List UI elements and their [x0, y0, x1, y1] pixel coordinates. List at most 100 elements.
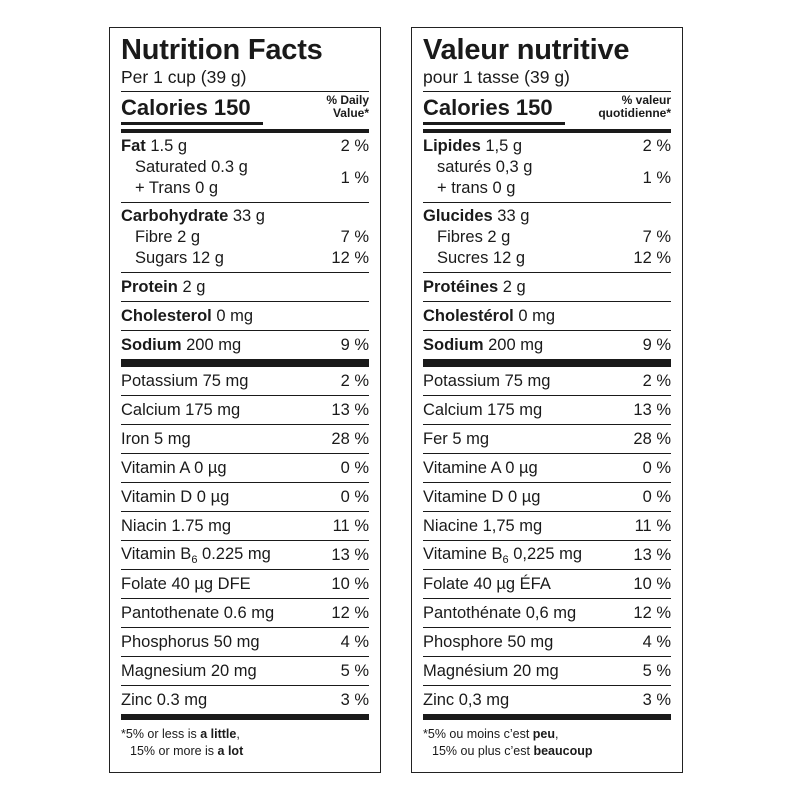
- nutrient-label: Vitamine D 0 µg: [423, 487, 541, 506]
- divider: [121, 330, 369, 331]
- nutrient-label: Zinc 0.3 mg: [121, 690, 208, 709]
- calories-underline: [423, 122, 565, 125]
- nutrient-row: Phosphore 50 mg 4 %: [423, 628, 671, 656]
- footnote: *5% ou moins c’est peu, 15% ou plus c’es…: [423, 727, 593, 758]
- nutrient-pct: 0 %: [642, 487, 671, 506]
- nutrient-pct: 13 %: [331, 545, 369, 564]
- divider: [423, 202, 671, 203]
- nutrient-row: Pantothénate 0,6 mg 12 %: [423, 599, 671, 627]
- calories-label: Calories 150: [121, 95, 251, 120]
- nutrient-row: Calcium 175 mg 13 %: [121, 396, 369, 424]
- sodium-row: Sodium 200 mg 9 %: [121, 335, 369, 354]
- divider: [423, 129, 671, 133]
- nutrient-pct: 11 %: [634, 516, 671, 535]
- saturated-label: saturés 0,3 g: [437, 158, 533, 176]
- nutrient-label: Niacin 1.75 mg: [121, 516, 232, 535]
- nutrient-pct: 5 %: [642, 661, 671, 680]
- fat-row: Lipides 1,5 g 2 %: [423, 137, 671, 155]
- calories-row: Calories 150 % valeur quotidienne*: [423, 92, 671, 129]
- nutrient-pct: 10 %: [331, 574, 369, 593]
- nutrient-pct: 28 %: [331, 429, 369, 448]
- protein-row: Protein 2 g: [121, 277, 206, 296]
- serving-size: Per 1 cup (39 g): [121, 67, 247, 87]
- divider: [423, 424, 671, 425]
- nutrient-row: Magnésium 20 mg 5 %: [423, 657, 671, 685]
- divider: [121, 511, 369, 512]
- sat-trans-pct: 1 %: [340, 168, 369, 187]
- nutrient-row: Vitamine D 0 µg 0 %: [423, 483, 671, 511]
- divider: [121, 627, 369, 628]
- nutrient-pct: 2 %: [340, 371, 369, 390]
- nutrient-row: Zinc 0,3 mg 3 %: [423, 686, 671, 714]
- divider-thick: [423, 714, 671, 720]
- divider-thick: [121, 714, 369, 720]
- nutrient-label: Phosphore 50 mg: [423, 632, 554, 651]
- divider: [121, 482, 369, 483]
- nutrient-row: Folate 40 µg ÉFA 10 %: [423, 570, 671, 598]
- divider: [423, 453, 671, 454]
- nutrient-label: Magnésium 20 mg: [423, 661, 559, 680]
- divider: [121, 656, 369, 657]
- divider: [121, 453, 369, 454]
- divider: [423, 569, 671, 570]
- divider: [121, 91, 369, 92]
- divider: [423, 656, 671, 657]
- divider: [423, 301, 671, 302]
- daily-value-header: % valeur quotidienne*: [598, 93, 671, 120]
- nutrient-pct: 12 %: [331, 603, 369, 622]
- sat-trans-row: saturés 0,3 g + trans 0 g 1 %: [423, 157, 671, 199]
- fat-block: Fat 1.5 g 2 % Saturated 0.3 g + Trans 0 …: [121, 133, 369, 202]
- nutrient-row: Folate 40 µg DFE 10 %: [121, 570, 369, 598]
- nutrient-pct: 2 %: [642, 371, 671, 390]
- sodium-row: Sodium 200 mg 9 %: [423, 335, 671, 354]
- divider: [121, 395, 369, 396]
- nutrient-pct: 4 %: [642, 632, 671, 651]
- nutrient-row: Fer 5 mg 28 %: [423, 425, 671, 453]
- divider: [423, 91, 671, 92]
- cholesterol-row: Cholestérol 0 mg: [423, 306, 556, 325]
- divider: [121, 129, 369, 133]
- carb-block: Glucides 33 g Fibres 2 g 7 % Sucres 12 g…: [423, 203, 671, 272]
- trans-label: + Trans 0 g: [135, 179, 219, 197]
- nutrient-label: Potassium 75 mg: [121, 371, 249, 390]
- nutrient-pct: 0 %: [340, 458, 369, 477]
- nutrient-row: Vitamine A 0 µg 0 %: [423, 454, 671, 482]
- serving-size: pour 1 tasse (39 g): [423, 67, 570, 87]
- divider: [423, 685, 671, 686]
- nutrient-row: Magnesium 20 mg 5 %: [121, 657, 369, 685]
- nutrient-row: Niacine 1,75 mg 11 %: [423, 512, 671, 540]
- nutrient-pct: 10 %: [633, 574, 671, 593]
- nutrient-row: Iron 5 mg 28 %: [121, 425, 369, 453]
- nutrient-pct: 0 %: [642, 458, 671, 477]
- nutrient-label: Pantothénate 0,6 mg: [423, 603, 577, 622]
- sat-trans-row: Saturated 0.3 g + Trans 0 g 1 %: [121, 157, 369, 199]
- nutrient-label: Fer 5 mg: [423, 429, 490, 448]
- nutrient-label: Vitamine B6 0,225 mg: [423, 544, 583, 566]
- nutrient-row: Niacin 1.75 mg 11 %: [121, 512, 369, 540]
- fat-block: Lipides 1,5 g 2 % saturés 0,3 g + trans …: [423, 133, 671, 202]
- nutrient-pct: 0 %: [340, 487, 369, 506]
- divider: [121, 540, 369, 541]
- nutrient-label: Folate 40 µg DFE: [121, 574, 251, 593]
- divider: [423, 272, 671, 273]
- divider: [121, 685, 369, 686]
- nutrient-label: Vitamin A 0 µg: [121, 458, 227, 477]
- nutrient-label: Potassium 75 mg: [423, 371, 551, 390]
- minerals-list: Potassium 75 mg 2 % Calcium 175 mg 13 % Iron…: [121, 367, 369, 714]
- nutrient-label: Calcium 175 mg: [121, 400, 241, 419]
- fibre-row: Fibres 2 g 7 %: [437, 228, 671, 246]
- carb-row: Glucides 33 g: [423, 207, 530, 225]
- nutrient-row: Vitamine B6 0,225 mg 13 %: [423, 541, 671, 569]
- nutrient-label: Vitamin B6 0.225 mg: [121, 544, 271, 566]
- calories-label: Calories 150: [423, 95, 553, 120]
- sat-trans-pct: 1 %: [642, 168, 671, 187]
- divider: [423, 598, 671, 599]
- calories-row: Calories 150 % Daily Value*: [121, 92, 369, 129]
- nutrient-pct: 3 %: [340, 690, 369, 709]
- divider: [121, 202, 369, 203]
- nutrient-row: Potassium 75 mg 2 %: [121, 367, 369, 395]
- nutrient-row: Vitamin B6 0.225 mg 13 %: [121, 541, 369, 569]
- divider: [121, 424, 369, 425]
- nutrient-pct: 13 %: [331, 400, 369, 419]
- protein-row: Protéines 2 g: [423, 277, 526, 296]
